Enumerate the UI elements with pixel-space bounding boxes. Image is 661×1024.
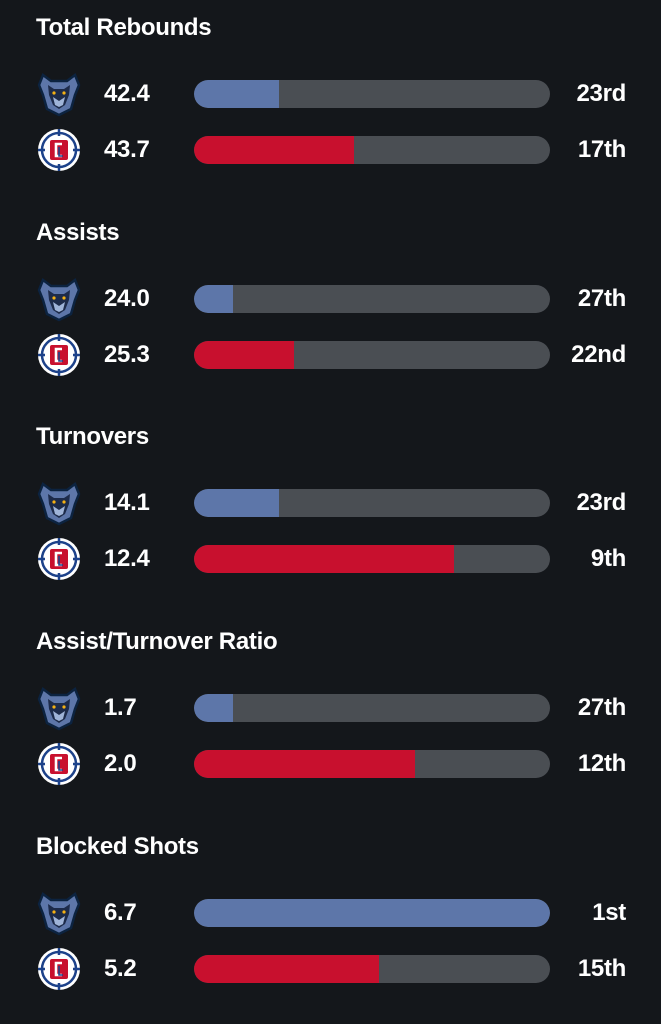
stat-title: Blocked Shots [36, 833, 199, 860]
stat-section-turnovers: Turnovers 14.1 23rd 12.4 9th [0, 409, 661, 614]
stat-bar-track [194, 341, 550, 369]
stat-bar-fill [194, 80, 280, 108]
stat-bar-fill [194, 955, 380, 983]
stat-row-grizzlies: 6.7 1st [0, 885, 661, 941]
stat-row-grizzlies: 42.4 23rd [0, 66, 661, 122]
grizzlies-logo-icon [35, 685, 83, 731]
stat-title: Assist/Turnover Ratio [36, 628, 278, 655]
stat-rank: 23rd [576, 80, 627, 107]
stat-bar-fill [194, 694, 234, 722]
stat-row-grizzlies: 24.0 27th [0, 271, 661, 327]
stat-bar-track [194, 750, 550, 778]
stat-rank: 22nd [571, 341, 626, 368]
stat-value: 2.0 [104, 750, 137, 777]
stat-section-assist-turnover-ratio: Assist/Turnover Ratio 1.7 27th 2.0 12th [0, 614, 661, 819]
grizzlies-logo-icon [35, 890, 83, 936]
stat-bar-fill [194, 489, 280, 517]
stat-title: Total Rebounds [36, 14, 212, 41]
stat-title: Turnovers [36, 423, 149, 450]
stat-value: 12.4 [104, 545, 150, 572]
stat-value: 25.3 [104, 341, 150, 368]
stat-section-assists: Assists 24.0 27th 25.3 22nd [0, 205, 661, 410]
stat-value: 24.0 [104, 285, 150, 312]
clippers-logo-icon [35, 127, 83, 173]
stat-rank: 9th [590, 545, 626, 572]
stat-value: 43.7 [104, 136, 150, 163]
stat-section-total-rebounds: Total Rebounds 42.4 23rd 43.7 17th [0, 0, 661, 205]
stat-row-clippers: 12.4 9th [0, 531, 661, 587]
clippers-logo-icon [35, 332, 83, 378]
stat-bar-fill [194, 899, 550, 927]
stat-bar-fill [194, 341, 294, 369]
clippers-logo-icon [35, 536, 83, 582]
stat-bar-track [194, 136, 550, 164]
stat-value: 5.2 [104, 955, 137, 982]
stat-value: 6.7 [104, 899, 137, 926]
stat-title: Assists [36, 219, 120, 246]
stat-row-clippers: 25.3 22nd [0, 327, 661, 383]
stat-bar-fill [194, 285, 234, 313]
stat-rank: 12th [577, 750, 626, 777]
stat-value: 42.4 [104, 80, 150, 107]
stat-rank: 23rd [576, 489, 627, 516]
stat-bar-fill [194, 545, 454, 573]
stat-bar-track [194, 899, 550, 927]
stat-rank: 27th [577, 694, 626, 721]
stat-row-grizzlies: 14.1 23rd [0, 475, 661, 531]
stat-bar-track [194, 545, 550, 573]
stat-value: 14.1 [104, 489, 150, 516]
clippers-logo-icon [35, 946, 83, 992]
clippers-logo-icon [35, 741, 83, 787]
stat-bar-fill [194, 750, 415, 778]
stat-rank: 1st [592, 899, 626, 926]
grizzlies-logo-icon [35, 276, 83, 322]
stat-section-blocked-shots: Blocked Shots 6.7 1st 5.2 15th [0, 819, 661, 1024]
stat-bar-track [194, 694, 550, 722]
grizzlies-logo-icon [35, 71, 83, 117]
stat-bar-track [194, 80, 550, 108]
stat-bar-track [194, 955, 550, 983]
stat-row-clippers: 2.0 12th [0, 736, 661, 792]
stat-row-clippers: 43.7 17th [0, 122, 661, 178]
stat-rank: 17th [577, 136, 626, 163]
stat-row-grizzlies: 1.7 27th [0, 680, 661, 736]
grizzlies-logo-icon [35, 480, 83, 526]
stat-bar-track [194, 285, 550, 313]
stat-rank: 15th [577, 955, 626, 982]
stat-rank: 27th [577, 285, 626, 312]
stat-row-clippers: 5.2 15th [0, 941, 661, 997]
stat-bar-track [194, 489, 550, 517]
stat-value: 1.7 [104, 694, 137, 721]
stat-bar-fill [194, 136, 355, 164]
